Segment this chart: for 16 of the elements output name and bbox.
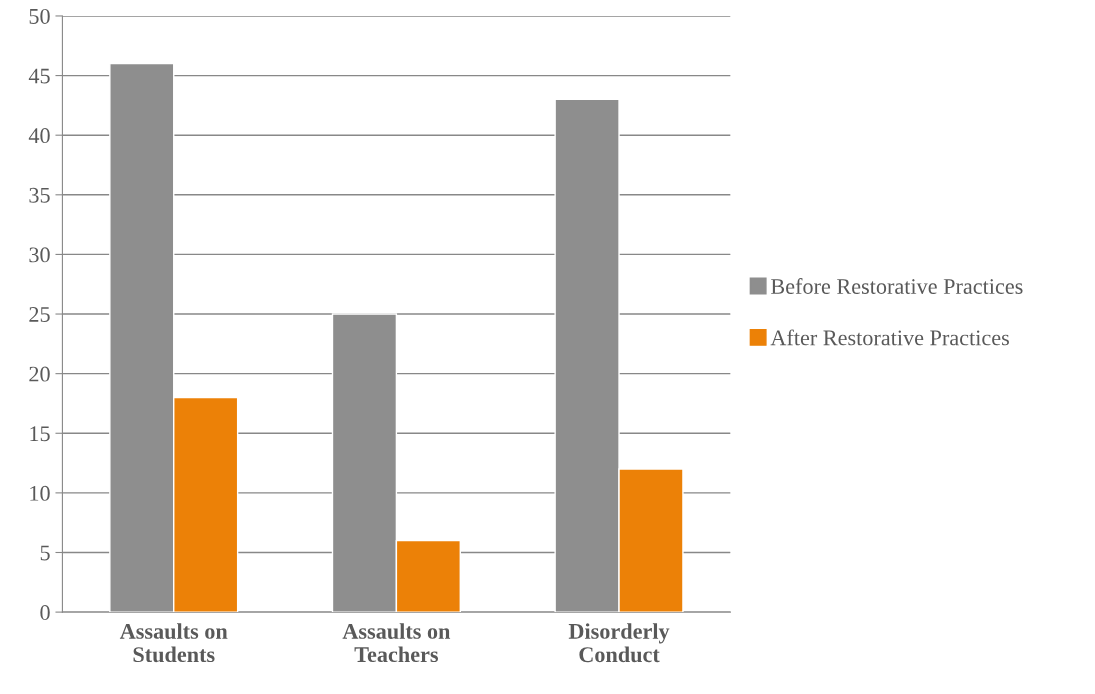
y-tick-label: 20	[29, 366, 50, 382]
x-tick-label: Assaults on Teachers	[342, 623, 451, 663]
legend-label: After Restorative Practices	[770, 329, 1009, 346]
y-tick-label: 50	[29, 8, 50, 24]
y-tick-label: 35	[29, 187, 50, 203]
y-tick-label: 25	[29, 307, 50, 322]
y-tick-label: 5	[40, 545, 50, 561]
y-tick-label: 10	[30, 485, 50, 501]
y-tick-label: 30	[29, 247, 50, 263]
x-tick-label: Disorderly Conduct	[568, 623, 670, 663]
legend-label: Before Restorative Practices	[771, 278, 1023, 294]
y-tick-label: 40	[28, 128, 50, 144]
y-tick-label: 0	[40, 605, 50, 621]
y-tick-label: 15	[30, 426, 50, 442]
y-tick-label: 45	[28, 68, 50, 84]
x-tick-label: Assaults on Students	[119, 623, 228, 663]
